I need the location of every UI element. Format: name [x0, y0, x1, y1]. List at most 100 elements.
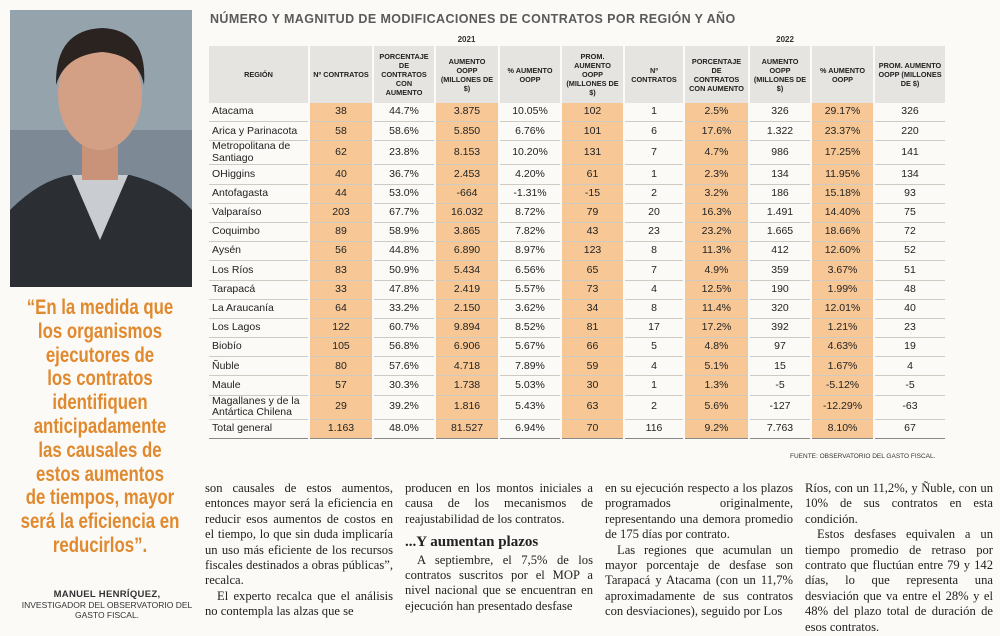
paragraph: producen en los montos iniciales a causa… — [405, 481, 593, 526]
value-cell: 17.6% — [683, 121, 751, 142]
region-cell: Metropolitana de Santiago — [207, 141, 310, 166]
value-cell: 4.7% — [683, 140, 751, 166]
value-cell: 40 — [308, 164, 374, 185]
value-cell: 5.434 — [434, 260, 500, 281]
value-cell: -664 — [434, 184, 500, 204]
value-cell: 5.03% — [498, 375, 562, 396]
value-cell: 17 — [623, 318, 686, 339]
value-cell: 8.153 — [434, 140, 500, 166]
table-row: OHiggins 40 36.7% 2.453 4.20% 61 1 2.3% 134 11.95… — [207, 164, 948, 185]
value-cell: 17.2% — [683, 318, 751, 339]
paragraph: son causales de estos aumentos, entonces… — [205, 481, 393, 588]
value-cell: 3.2% — [683, 184, 751, 204]
value-cell: 6.94% — [498, 418, 562, 439]
value-cell: 392 — [748, 318, 813, 339]
value-cell: 43 — [559, 222, 626, 243]
value-cell: 3.67% — [810, 260, 876, 281]
value-cell: 10.20% — [498, 140, 562, 166]
value-cell: 1.3% — [683, 375, 751, 396]
value-cell: 73 — [559, 280, 626, 300]
table-row: Metropolitana de Santiago 62 23.8% 8.153 10.… — [207, 140, 948, 166]
value-cell: 83 — [308, 260, 374, 281]
value-cell: 105 — [308, 337, 374, 358]
article-column: son causales de estos aumentos, entonces… — [205, 481, 393, 620]
value-cell: 58.9% — [372, 222, 436, 243]
value-cell: 51 — [873, 260, 948, 281]
value-cell: 2.5% — [683, 103, 751, 123]
value-cell: 4 — [623, 280, 686, 300]
value-cell: 1.491 — [748, 203, 813, 223]
region-cell: Aysén — [207, 241, 310, 262]
value-cell: 72 — [873, 222, 948, 243]
subheading: ...Y aumentan plazos — [405, 534, 539, 551]
value-cell: 1.322 — [748, 121, 813, 142]
table-row: Arica y Parinacota 58 58.6% 5.850 6.76% 101 6 1… — [207, 121, 948, 142]
paragraph: Estos desfases equivalen a un tiempo pro… — [805, 527, 993, 634]
table-row: Ñuble 80 57.6% 4.718 7.89% 59 4 5.1% 15 1.67% 4 — [207, 356, 948, 377]
quote-line: anticipadamente — [33, 414, 167, 438]
value-cell: 58 — [308, 121, 374, 142]
data-table: 2021 2022 REGIÓN Nº CONTRATOS PORCENTAJE D… — [207, 33, 948, 439]
quote-line: identifiquen — [52, 391, 148, 415]
value-cell: 81.527 — [434, 418, 500, 439]
quote-line: “En la medida que — [26, 296, 174, 319]
value-cell: 1.21% — [810, 318, 876, 339]
article-column: en su ejecución respecto a los plazos pr… — [605, 481, 793, 620]
quote-line: los contratos — [47, 367, 153, 391]
value-cell: 63 — [559, 395, 626, 420]
value-cell: 33 — [308, 280, 374, 300]
value-cell: 18.66% — [810, 222, 876, 243]
value-cell: -15 — [559, 184, 626, 204]
value-cell: 56 — [308, 241, 374, 262]
quote-author: MANUEL HENRÍQUEZ, INVESTIGADOR DEL OBSER… — [12, 590, 202, 621]
region-cell: Total general — [207, 418, 310, 439]
value-cell: 2 — [623, 395, 686, 420]
table-row: Los Ríos 83 50.9% 5.434 6.56% 65 7 4.9% 359 3.67%… — [207, 260, 948, 281]
quote-line: estos aumentos — [36, 462, 164, 486]
value-cell: 97 — [748, 337, 813, 358]
column-header: PROM. AUMENTO OOPP (MILLONES DE $) — [873, 46, 948, 103]
column-header: PROM. AUMENTO OOPP (MILLONES DE $) — [559, 46, 626, 103]
value-cell: 4.8% — [683, 337, 751, 358]
table-row: Aysén 56 44.8% 6.890 8.97% 123 8 11.3% 412 12.60%… — [207, 241, 948, 262]
value-cell: 1.67% — [810, 356, 876, 377]
value-cell: 1 — [623, 164, 686, 185]
value-cell: 1.163 — [308, 418, 374, 439]
quote-line: reducirlos”. — [52, 533, 148, 557]
value-cell: 2.3% — [683, 164, 751, 185]
value-cell: 359 — [748, 260, 813, 281]
value-cell: 116 — [623, 418, 686, 439]
region-cell: Ñuble — [207, 356, 310, 377]
value-cell: 66 — [559, 337, 626, 358]
value-cell: 16.3% — [683, 203, 751, 223]
value-cell: 23.8% — [372, 140, 436, 166]
value-cell: 412 — [748, 241, 813, 262]
value-cell: 1 — [623, 103, 686, 123]
value-cell: 75 — [873, 203, 948, 223]
value-cell: 15 — [748, 356, 813, 377]
region-cell: Arica y Parinacota — [207, 121, 310, 142]
value-cell: 67 — [873, 418, 948, 439]
value-cell: 1.738 — [434, 375, 500, 396]
value-cell: 62 — [308, 140, 374, 166]
value-cell: 8.97% — [498, 241, 562, 262]
region-cell: Valparaíso — [207, 203, 310, 223]
table-row: Atacama 38 44.7% 3.875 10.05% 102 1 2.5% 326 29.1… — [207, 103, 948, 123]
region-cell: La Araucanía — [207, 299, 310, 319]
value-cell: 8.10% — [810, 418, 876, 439]
column-header: AUMENTO OOPP (MILLONES DE $) — [434, 46, 500, 103]
value-cell: 57.6% — [372, 356, 436, 377]
value-cell: 134 — [873, 164, 948, 185]
value-cell: -5 — [873, 375, 948, 396]
region-cell: Tarapacá — [207, 280, 310, 300]
region-cell: Maule — [207, 375, 310, 396]
value-cell: 4.9% — [683, 260, 751, 281]
table-row: Coquimbo 89 58.9% 3.865 7.82% 43 23 23.2% 1.665 1… — [207, 222, 948, 243]
value-cell: 48.0% — [372, 418, 436, 439]
value-cell: 7.763 — [748, 418, 813, 439]
value-cell: 81 — [559, 318, 626, 339]
column-header: PORCENTAJE DE CONTRATOS CON AUMENTO — [372, 46, 436, 103]
value-cell: 326 — [873, 103, 948, 123]
value-cell: 56.8% — [372, 337, 436, 358]
value-cell: 7.82% — [498, 222, 562, 243]
